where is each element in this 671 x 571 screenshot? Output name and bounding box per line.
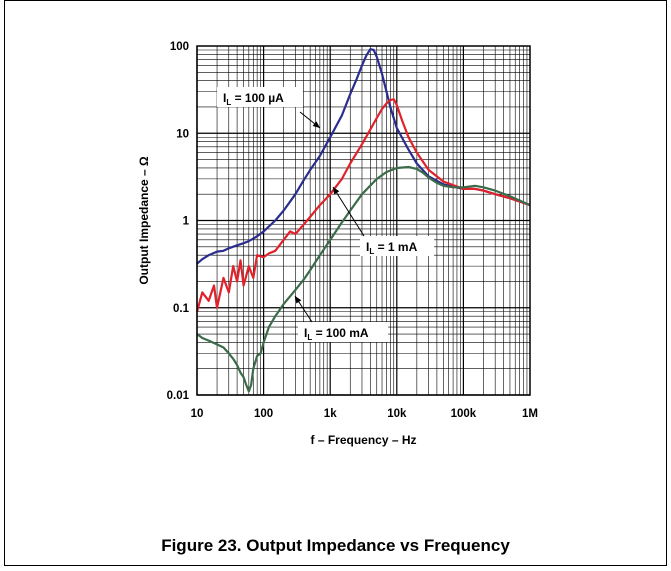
annotation-arrow-head [333, 187, 340, 195]
y-tick-label: 0.01 [167, 390, 190, 402]
chart-series [195, 48, 531, 393]
axis-ticks: 10 100 1k 10k 100k 1M 0.01 0.1 1 10 100 [167, 41, 538, 420]
annotation-box [217, 87, 303, 107]
x-tick-label: 100k [451, 408, 477, 420]
x-tick-label: 100 [254, 408, 273, 420]
series-line-3 [196, 165, 531, 393]
y-tick-label: 1 [183, 216, 190, 228]
figure-caption: Figure 23. Output Impedance vs Frequency [161, 536, 510, 555]
annotation-arrow-head [295, 296, 302, 304]
y-tick-label: 0.1 [173, 303, 190, 315]
y-tick-label: 10 [176, 128, 189, 140]
annotation-label: IL = 100 mA [304, 326, 369, 342]
annotation-box [298, 322, 388, 342]
annotation-label: IL = 1 mA [366, 240, 418, 256]
x-tick-label: 10 [191, 408, 204, 420]
x-axis-label: f – Frequency – Hz [310, 433, 416, 447]
annotation-label: IL = 100 µA [223, 91, 284, 107]
series-line-2 [195, 98, 531, 312]
x-tick-label: 10k [387, 408, 407, 420]
annotation-box [360, 236, 434, 256]
x-tick-label: 1k [324, 408, 337, 420]
series-line-1 [196, 48, 531, 265]
y-axis-label: Output Impedance – Ω [137, 156, 151, 285]
annotation-arrow-line [332, 186, 365, 237]
y-tick-label: 100 [170, 41, 189, 53]
plot-border [196, 45, 531, 396]
x-tick-label: 1M [522, 408, 538, 420]
annotation-arrow-head [312, 121, 320, 128]
chart-annotations: IL = 100 µA IL = 1 mA IL = 100 mA [217, 87, 434, 342]
figure-frame [4, 0, 667, 566]
